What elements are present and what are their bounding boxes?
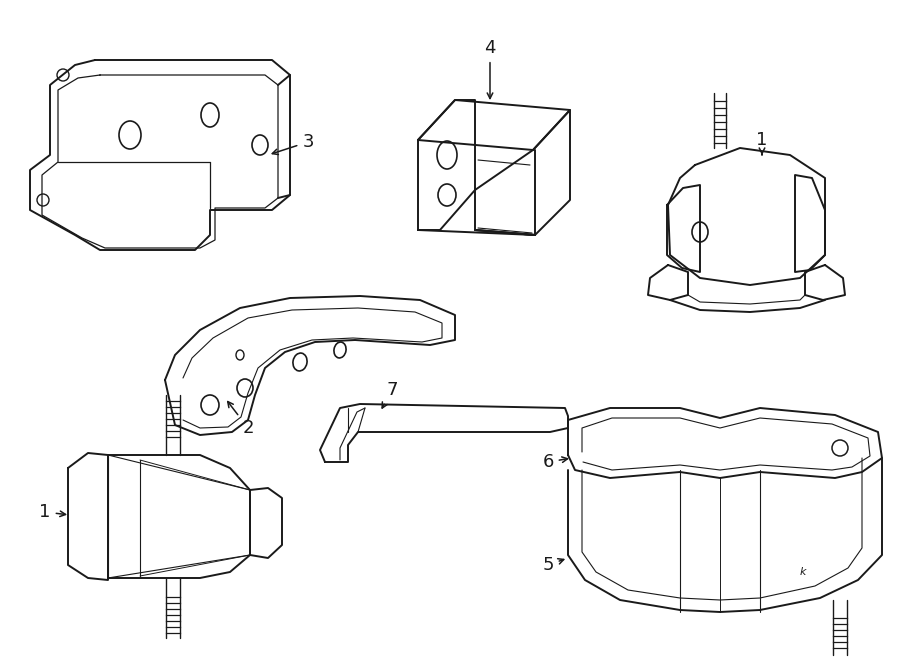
Text: 6: 6 (543, 453, 568, 471)
Text: 1: 1 (40, 503, 66, 521)
Text: 5: 5 (542, 556, 563, 574)
Text: 2: 2 (228, 402, 254, 437)
Text: 3: 3 (273, 133, 314, 155)
Text: k: k (800, 567, 806, 577)
Text: 7: 7 (382, 381, 398, 408)
Text: 1: 1 (756, 131, 768, 155)
Text: 4: 4 (484, 39, 496, 98)
